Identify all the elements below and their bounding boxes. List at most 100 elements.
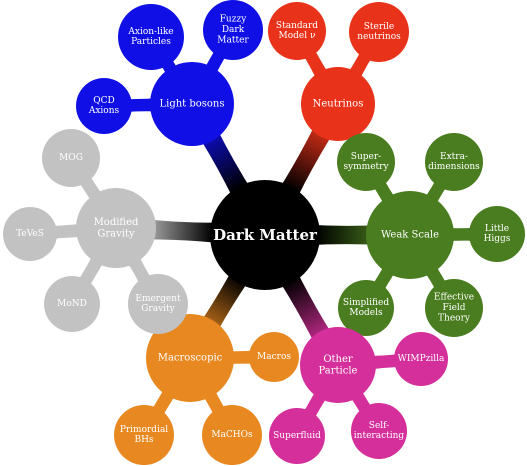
leaf-node-supersymmetry: Super-symmetry [337, 133, 395, 191]
node-circle [268, 2, 326, 60]
leaf-node-superfluid: Superfluid [269, 408, 325, 464]
node-circle [203, 0, 263, 60]
node-circle [76, 78, 132, 134]
node-circle [337, 133, 395, 191]
node-label: Higgs [484, 234, 511, 244]
node-label: Modified [94, 217, 139, 228]
node-circle [114, 405, 174, 465]
node-circle [269, 408, 325, 464]
node-circle [366, 191, 454, 279]
node-label: Effective [434, 293, 474, 303]
node-label: Model ν [279, 31, 316, 41]
branch-node-weak-scale: Weak Scale [366, 191, 454, 279]
node-circle [349, 2, 409, 62]
node-circle [42, 129, 100, 187]
node-label: Emergent [135, 294, 181, 304]
node-label: TeVeS [16, 229, 44, 239]
node-circle [76, 188, 156, 268]
node-circle [150, 62, 234, 146]
node-label: MOG [59, 153, 83, 163]
node-label: BHs [134, 435, 153, 445]
node-label: Primordial [120, 425, 168, 435]
node-label: Macroscopic [158, 353, 223, 364]
node-label: Neutrinos [313, 99, 364, 110]
node-label: Standard [276, 21, 318, 31]
node-label: interacting [354, 431, 405, 441]
node-circle [338, 280, 394, 336]
node-label: Models [349, 308, 383, 318]
leaf-node-self-interacting: Self-interacting [351, 403, 407, 459]
node-label: Self- [369, 421, 389, 431]
node-label: Axion-like [127, 27, 173, 37]
node-circle [394, 332, 448, 386]
node-label: neutrinos [357, 32, 401, 42]
node-label: Axions [88, 106, 120, 116]
leaf-node-teves: TeVeS [3, 207, 57, 261]
nodes-layer: Axion-likeParticlesFuzzyDarkMatterQCDAxi… [3, 0, 525, 465]
leaf-node-macros: Macros [249, 332, 299, 382]
node-label: Other [323, 354, 353, 365]
leaf-node-mond: MoND [44, 276, 100, 332]
node-label: Simplified [343, 298, 389, 308]
node-circle [425, 133, 483, 191]
node-label: Gravity [97, 228, 135, 239]
node-label: Extra- [440, 152, 468, 162]
node-circle [469, 206, 525, 262]
node-label: QCD [93, 96, 114, 106]
leaf-node-machos: MaCHOs [202, 405, 262, 465]
leaf-node-extra-dimensions: Extra-dimensions [425, 133, 483, 191]
node-circle [118, 4, 184, 70]
node-label: Light bosons [159, 99, 224, 110]
node-label: Particle [319, 365, 358, 376]
node-circle [146, 314, 234, 402]
node-label: Dark [222, 25, 245, 35]
node-label: Matter [217, 35, 249, 45]
node-circle [44, 276, 100, 332]
node-circle [210, 180, 320, 290]
node-label: Weak Scale [381, 230, 439, 241]
node-label: MaCHOs [211, 430, 253, 440]
node-circle [3, 207, 57, 261]
node-label: Little [485, 224, 509, 234]
center-node: Dark Matter [210, 180, 320, 290]
node-label: Dark Matter [213, 226, 318, 244]
node-label: WIMPzilla [398, 354, 445, 364]
node-circle [249, 332, 299, 382]
node-label: MoND [57, 299, 87, 309]
node-circle [128, 274, 188, 334]
branch-node-neutrinos: Neutrinos [301, 67, 375, 141]
leaf-node-wimpzilla: WIMPzilla [394, 332, 448, 386]
node-label: Field [442, 303, 465, 313]
node-label: dimensions [428, 162, 480, 172]
node-label: Macros [257, 352, 291, 362]
node-circle [202, 405, 262, 465]
node-label: Superfluid [273, 431, 321, 441]
node-label: Theory [438, 313, 471, 323]
node-label: Sterile [364, 22, 395, 32]
node-label: Fuzzy [220, 15, 248, 25]
leaf-node-mog: MOG [42, 129, 100, 187]
node-circle [300, 327, 376, 403]
node-circle [425, 279, 483, 337]
node-label: Gravity [141, 304, 175, 314]
node-circle [351, 403, 407, 459]
node-label: symmetry [343, 162, 389, 172]
node-circle [301, 67, 375, 141]
node-label: Particles [131, 37, 171, 47]
branch-node-macroscopic: Macroscopic [146, 314, 234, 402]
branch-node-light-bosons: Light bosons [150, 62, 234, 146]
